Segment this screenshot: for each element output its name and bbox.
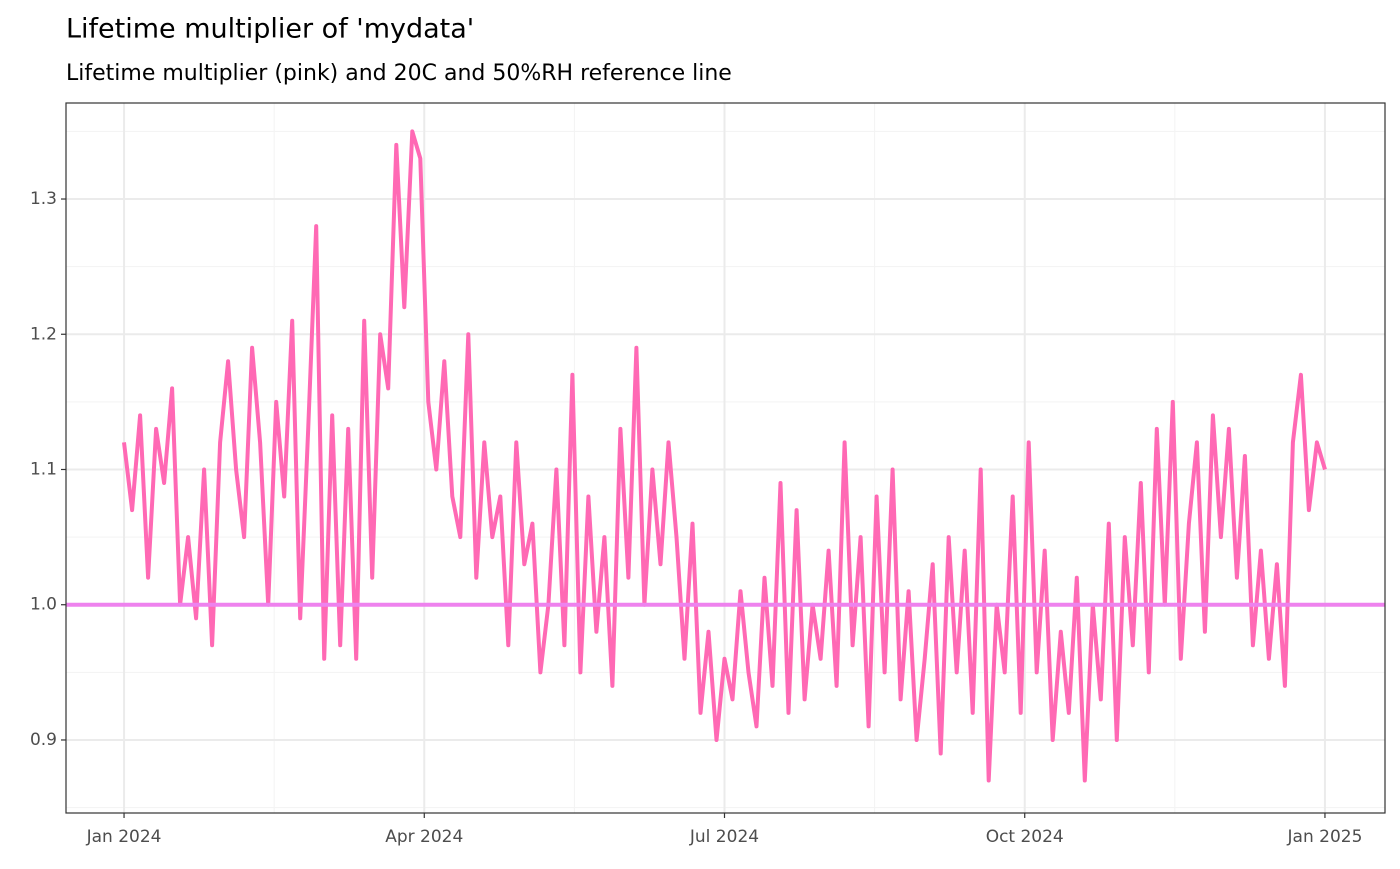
x-tick-label: Jul 2024 <box>689 827 759 847</box>
y-tick-label: 1.0 <box>30 595 57 615</box>
panel-border <box>65 102 1386 814</box>
chart-title: Lifetime multiplier of 'mydata' <box>66 14 474 45</box>
panel <box>66 103 1385 813</box>
x-tick-label: Oct 2024 <box>986 827 1064 847</box>
x-tick-label: Apr 2024 <box>385 827 463 847</box>
y-tick-label: 1.2 <box>30 324 57 344</box>
y-tick-label: 0.9 <box>30 730 57 750</box>
chart-subtitle: Lifetime multiplier (pink) and 20C and 5… <box>66 61 732 86</box>
y-tick-label: 1.1 <box>30 459 57 479</box>
x-tick-label: Jan 2024 <box>86 827 162 847</box>
x-tick-label: Jan 2025 <box>1287 827 1363 847</box>
y-tick-label: 1.3 <box>30 189 57 209</box>
data-line <box>122 129 1327 783</box>
